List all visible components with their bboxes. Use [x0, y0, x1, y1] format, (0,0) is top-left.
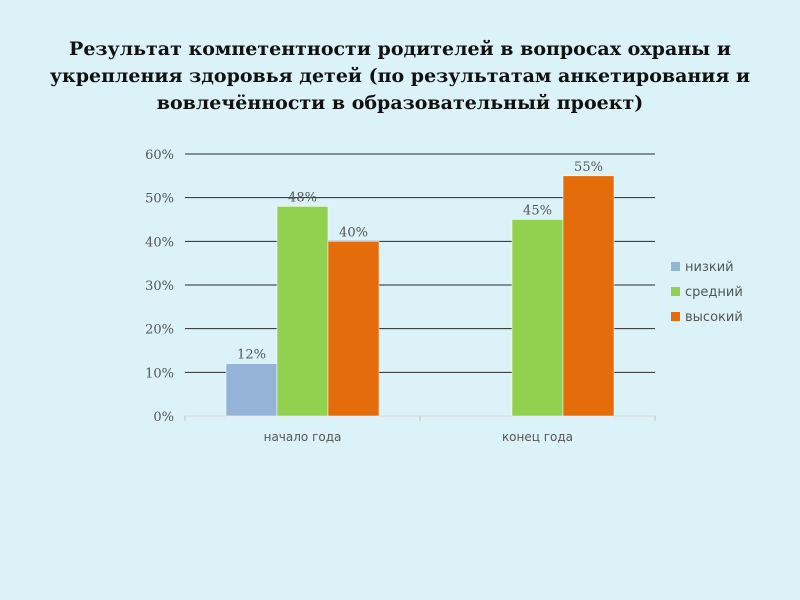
chart-title: Результат компетентности родителей в воп…	[40, 36, 760, 117]
data-label: 40%	[339, 225, 368, 240]
bar	[511, 219, 564, 417]
legend-swatch	[671, 262, 680, 271]
y-tick-label: 40%	[145, 235, 174, 250]
bar	[225, 363, 278, 417]
bar	[276, 206, 329, 417]
bar	[562, 175, 615, 417]
legend-label: средний	[685, 285, 743, 300]
y-tick-label: 60%	[145, 148, 174, 163]
y-tick-label: 10%	[145, 366, 174, 381]
legend-label: низкий	[685, 260, 734, 275]
x-category-label: конец года	[502, 430, 573, 444]
data-label: 55%	[574, 160, 603, 175]
data-label: 12%	[237, 348, 266, 363]
y-tick-label: 30%	[145, 279, 174, 294]
x-category-label: начало года	[264, 430, 342, 444]
legend-label: высокий	[685, 310, 743, 325]
y-tick-label: 50%	[145, 192, 174, 207]
legend-swatch	[671, 287, 680, 296]
y-tick-label: 20%	[145, 323, 174, 338]
title-line-2: укрепления здоровья детей (по результата…	[49, 65, 751, 87]
title-line-3: вовлечённости в образовательный проект)	[156, 92, 644, 114]
bar	[327, 241, 380, 417]
title-line-1: Результат компетентности родителей в воп…	[69, 38, 731, 60]
data-label: 45%	[523, 204, 552, 219]
legend-swatch	[671, 312, 680, 321]
data-label: 48%	[288, 190, 317, 205]
y-tick-label: 0%	[153, 410, 174, 425]
